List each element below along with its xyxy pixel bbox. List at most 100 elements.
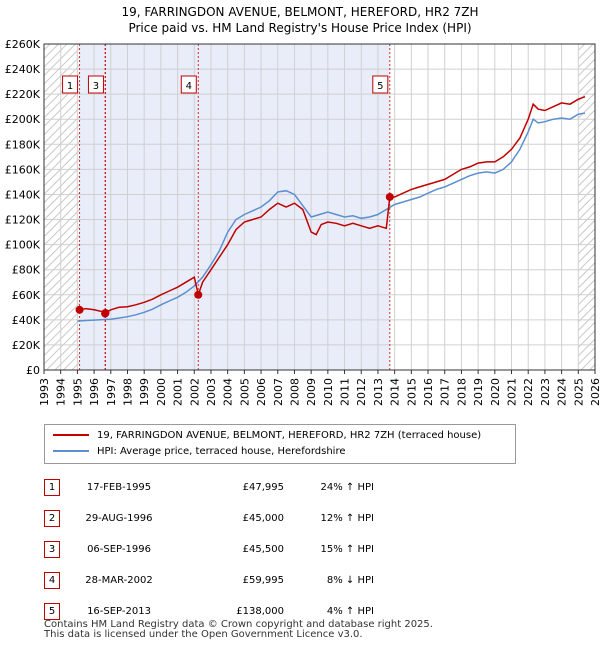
marker-label-1: 1 — [67, 81, 73, 92]
x-tick-label: 2018 — [455, 378, 468, 406]
y-tick-label: £240K — [5, 63, 41, 76]
x-tick-label: 2017 — [439, 378, 452, 406]
x-tick-label: 2012 — [355, 378, 368, 406]
hpi-line — [77, 112, 586, 322]
transaction-hpi: 24% ↑ HPI — [320, 482, 374, 493]
y-tick-label: £220K — [5, 88, 41, 101]
price-line — [79, 95, 586, 315]
transaction-hpi: 8% ↓ HPI — [326, 575, 374, 586]
transaction-date: 28-MAR-2002 — [85, 575, 153, 586]
table-row: 5 16-SEP-2013 £138,000 4% ↑ HPI — [44, 596, 564, 627]
transaction-price: £47,995 — [242, 482, 284, 493]
footer-line-1: Contains HM Land Registry data © Crown c… — [44, 619, 433, 630]
y-tick-label: £40K — [12, 314, 41, 327]
transaction-number: 3 — [44, 541, 60, 558]
x-tick-label: 2020 — [489, 378, 502, 406]
y-tick-label: £20K — [12, 339, 41, 352]
legend-label-hpi: HPI: Average price, terraced house, Here… — [97, 446, 346, 457]
x-tick-label: 2014 — [389, 378, 402, 406]
x-tick-label: 1999 — [138, 378, 151, 406]
y-tick-label: £140K — [5, 188, 41, 201]
transaction-number: 2 — [44, 510, 60, 527]
y-tick-label: £160K — [5, 163, 41, 176]
title-line-1: 19, FARRINGDON AVENUE, BELMONT, HEREFORD… — [121, 5, 479, 19]
legend-item-price: 19, FARRINGDON AVENUE, BELMONT, HEREFORD… — [53, 428, 481, 444]
x-tick-label: 2010 — [322, 378, 335, 406]
transaction-date: 29-AUG-1996 — [85, 513, 153, 524]
table-row: 2 29-AUG-1996 £45,000 12% ↑ HPI — [44, 503, 564, 534]
hatched-region — [578, 44, 595, 370]
price-chart: 1 3 4 5 £0 £20K £40K £60K £80K £100K £120K £140K £1… — [5, 38, 600, 406]
footer: Contains HM Land Registry data © Crown c… — [44, 620, 433, 640]
x-tick-label: 2009 — [305, 378, 318, 406]
marker-label-3: 3 — [93, 81, 99, 92]
x-tick-label: 2001 — [172, 378, 185, 406]
x-tick-label: 1994 — [55, 378, 68, 406]
hatched-region — [44, 44, 80, 370]
transaction-price: £45,000 — [242, 513, 284, 524]
transaction-hpi: 15% ↑ HPI — [320, 544, 374, 555]
marker-box-5 — [372, 75, 389, 94]
x-tick-label: 2021 — [506, 378, 519, 406]
transaction-date: 16-SEP-2013 — [87, 606, 151, 617]
x-tick-label: 1995 — [71, 378, 84, 406]
y-tick-label: £60K — [12, 289, 41, 302]
transaction-number: 4 — [44, 572, 60, 589]
chart-title: 19, FARRINGDON AVENUE, BELMONT, HEREFORD… — [0, 4, 600, 36]
x-tick-label: 2005 — [238, 378, 251, 406]
transaction-hpi: 4% ↑ HPI — [326, 606, 374, 617]
x-tick-label: 2004 — [222, 378, 235, 406]
y-tick-label: £180K — [5, 138, 41, 151]
plot-frame — [43, 43, 596, 371]
x-tick-label: 2025 — [572, 378, 585, 406]
table-row: 3 06-SEP-1996 £45,500 15% ↑ HPI — [44, 534, 564, 565]
sale-point-3 — [101, 308, 110, 317]
x-tick-label: 2024 — [556, 378, 569, 406]
transaction-date: 06-SEP-1996 — [87, 544, 151, 555]
x-tick-label: 2011 — [339, 378, 352, 406]
x-tick-label: 2013 — [372, 378, 385, 406]
shaded-region — [79, 44, 390, 370]
legend-item-hpi: HPI: Average price, terraced house, Here… — [53, 444, 345, 460]
x-tick-label: 2002 — [188, 378, 201, 406]
marker-label-5: 5 — [377, 81, 383, 92]
x-tick-label: 2016 — [422, 378, 435, 406]
legend: 19, FARRINGDON AVENUE, BELMONT, HEREFORD… — [44, 424, 516, 464]
legend-swatch-price — [53, 434, 89, 436]
x-tick-label: 1996 — [88, 378, 101, 406]
x-tick-label: 2006 — [255, 378, 268, 406]
title-line-2: Price paid vs. HM Land Registry's House … — [128, 21, 472, 35]
x-tick-label: 2023 — [539, 378, 552, 406]
x-tick-label: 2008 — [288, 378, 301, 406]
transaction-number: 5 — [44, 603, 60, 620]
y-tick-label: £120K — [5, 214, 41, 227]
marker-box-4 — [180, 75, 197, 94]
x-tick-label: 2026 — [589, 378, 600, 406]
transactions-table: 1 17-FEB-1995 £47,995 24% ↑ HPI 2 29-AUG… — [44, 472, 564, 627]
table-row: 1 17-FEB-1995 £47,995 24% ↑ HPI — [44, 472, 564, 503]
x-tick-label: 2003 — [205, 378, 218, 406]
x-tick-label: 1998 — [121, 378, 134, 406]
y-tick-label: £80K — [12, 264, 41, 277]
transaction-price: £138,000 — [236, 606, 284, 617]
y-tick-label: £100K — [5, 239, 41, 252]
transaction-number: 1 — [44, 479, 60, 496]
transaction-hpi: 12% ↑ HPI — [320, 513, 374, 524]
legend-label-price: 19, FARRINGDON AVENUE, BELMONT, HEREFORD… — [97, 430, 482, 441]
y-tick-label: £260K — [5, 38, 41, 51]
transaction-date: 17-FEB-1995 — [86, 482, 152, 493]
x-tick-label: 2022 — [522, 378, 535, 406]
legend-swatch-hpi — [53, 450, 89, 452]
marker-box-3 — [87, 75, 104, 94]
footer-line-2: This data is licensed under the Open Gov… — [44, 629, 363, 640]
y-tick-label: £0 — [26, 364, 40, 377]
x-tick-label: 1993 — [38, 378, 51, 406]
x-tick-label: 2015 — [405, 378, 418, 406]
x-tick-label: 1997 — [105, 378, 118, 406]
table-row: 4 28-MAR-2002 £59,995 8% ↓ HPI — [44, 565, 564, 596]
sale-point-4 — [194, 290, 203, 299]
y-tick-label: £200K — [5, 113, 41, 126]
sale-point-1 — [75, 305, 84, 314]
x-tick-label: 2007 — [272, 378, 285, 406]
sale-point-5 — [385, 192, 394, 201]
